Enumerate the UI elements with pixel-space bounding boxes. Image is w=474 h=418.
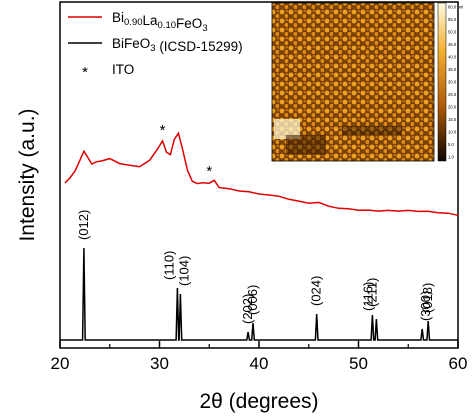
- peak-label: (024): [309, 276, 324, 306]
- colorbar-tick-label: 20.0: [448, 105, 457, 110]
- legend-label-part: BiFeO: [112, 36, 150, 51]
- peak-label: (300): [418, 291, 433, 321]
- afm-dark-streak: [342, 126, 402, 135]
- colorbar-tick-label: 25.0: [448, 92, 457, 97]
- peak-label: (116): [360, 282, 375, 311]
- afm-inset: 60.0 nm 55.0 50.0 45.0 40.0 35.0 30.0 25.0 20.0 1…: [271, 2, 464, 162]
- colorbar-tick-label: 55.0: [448, 17, 457, 22]
- y-axis-label: Intensity (a.u.): [16, 108, 39, 241]
- x-tick-label: 30: [150, 354, 169, 373]
- colorbar-tick-label: 50.0: [448, 30, 457, 35]
- legend-star: *: [82, 64, 88, 81]
- legend-label-part: FeO: [176, 16, 202, 31]
- colorbar-tick-label: 5.0: [448, 142, 454, 147]
- peak-label: (110): [161, 251, 176, 280]
- x-axis-label: 2θ (degrees): [199, 390, 318, 413]
- ito-marker: *: [206, 163, 212, 180]
- peak-label: (018): [420, 283, 435, 313]
- legend-label-part: 3: [150, 43, 155, 54]
- legend-label-part: (ICSD-15299): [156, 39, 243, 54]
- colorbar-tick-label: 40.0: [448, 55, 457, 60]
- peak-label: (012): [76, 210, 91, 240]
- colorbar: [437, 2, 447, 162]
- x-tick-label: 20: [51, 354, 70, 373]
- legend-label-part: ITO: [112, 62, 134, 77]
- legend-label-part: La: [143, 13, 159, 28]
- peak-label: (006): [245, 285, 260, 315]
- legend-label-part: 0.10: [158, 20, 177, 31]
- colorbar-tick-label: 60.0 nm: [448, 5, 464, 10]
- x-tick-label: 60: [449, 354, 468, 373]
- peak-label: (211): [364, 278, 379, 307]
- x-tick-label: 40: [250, 354, 269, 373]
- legend-label: ITO: [112, 62, 134, 77]
- colorbar-tick-label: 10.0: [448, 130, 457, 135]
- colorbar-tick-label: 1.0: [448, 155, 454, 160]
- legend-label: BiFeO3 (ICSD-15299): [112, 36, 243, 54]
- afm-bright-feature: [274, 119, 300, 139]
- colorbar-tick-label: 15.0: [448, 117, 457, 122]
- legend-label-part: 0.90: [124, 17, 143, 28]
- legend-label-part: Bi: [112, 10, 124, 25]
- colorbar-tick-label: 35.0: [448, 67, 457, 72]
- colorbar-tick-label: 45.0: [448, 42, 457, 47]
- series-line-bifeo3: [60, 247, 458, 341]
- colorbar-tick-label: 30.0: [448, 80, 457, 85]
- legend-label: Bi0.90La0.10FeO3: [112, 10, 208, 34]
- legend-label-part: 3: [202, 23, 207, 34]
- x-tick-label: 50: [349, 354, 368, 373]
- series-line-bi0.90la0.10feo3: [64, 131, 459, 217]
- peak-label: (104): [176, 256, 191, 286]
- afm-dark-feature: [286, 135, 326, 155]
- peak-label: (202): [240, 294, 255, 324]
- ito-marker: *: [160, 122, 166, 139]
